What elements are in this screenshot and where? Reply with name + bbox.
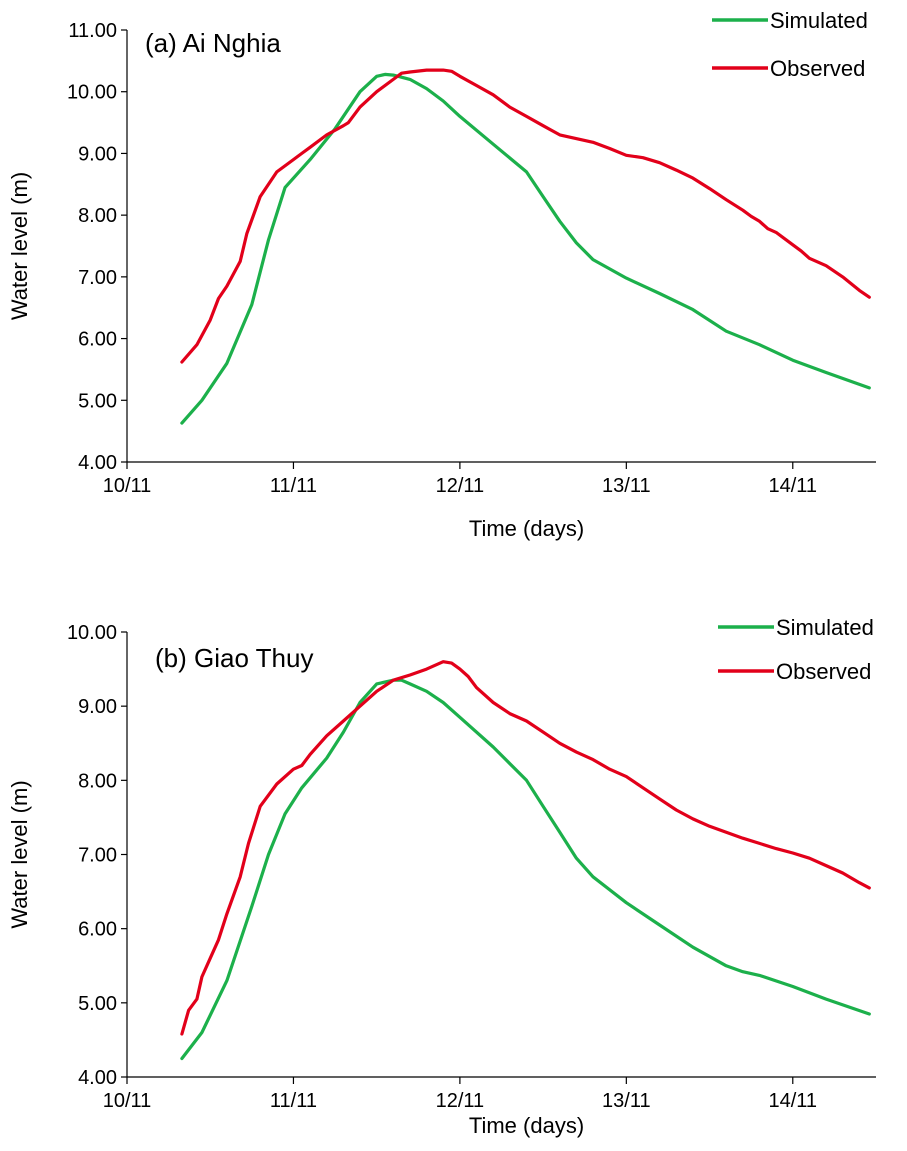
- y-tick-label: 5.00: [78, 993, 117, 1015]
- y-axis-label: Water level (m): [7, 172, 32, 320]
- y-tick-label: 4.00: [78, 1067, 117, 1089]
- x-tick-label: 10/11: [103, 1090, 152, 1112]
- chart-panel-1: 4.00 5.00 6.00 7.00 8.00 9.00 10.00 10/11 11/11 1…: [7, 615, 876, 1138]
- y-tick-label: 7.00: [78, 267, 117, 289]
- y-tick-label: 9.00: [78, 143, 117, 165]
- x-tick-label: 14/11: [768, 475, 817, 497]
- x-tick-label: 11/11: [270, 475, 317, 497]
- chart-title: (a) Ai Nghia: [145, 28, 281, 58]
- y-axis-label: Water level (m): [7, 780, 32, 928]
- x-tick-label: 11/11: [270, 1090, 317, 1112]
- series-line-observed: [180, 660, 871, 1036]
- series-line-observed: [180, 68, 871, 364]
- y-tick-label: 6.00: [78, 919, 117, 941]
- y-tick-label: 9.00: [78, 696, 117, 718]
- series-line-simulated: [180, 72, 871, 425]
- y-tick-label: 5.00: [78, 390, 117, 412]
- x-tick-label: 13/11: [602, 475, 651, 497]
- y-tick-label: 6.00: [78, 329, 117, 351]
- chart-title: (b) Giao Thuy: [155, 643, 313, 673]
- y-tick-label: 7.00: [78, 845, 117, 867]
- x-tick-label: 12/11: [436, 1090, 485, 1112]
- chart-panel-0: 4.00 5.00 6.00 7.00 8.00 9.00 10.00 11.00 10/11 1…: [7, 8, 876, 541]
- y-tick-label: 8.00: [78, 770, 117, 792]
- y-tick-label: 11.00: [68, 20, 117, 42]
- x-tick-label: 14/11: [768, 1090, 817, 1112]
- x-tick-label: 10/11: [103, 475, 152, 497]
- legend-label-simulated: Simulated: [770, 8, 868, 33]
- series-line-simulated: [180, 678, 871, 1061]
- x-tick-label: 13/11: [602, 1090, 651, 1112]
- x-axis-label: Time (days): [469, 516, 584, 541]
- y-tick-label: 4.00: [78, 452, 117, 474]
- y-tick-label: 10.00: [67, 622, 117, 644]
- legend-label-observed: Observed: [776, 659, 871, 684]
- x-tick-label: 12/11: [436, 475, 485, 497]
- y-tick-label: 8.00: [78, 205, 117, 227]
- legend-label-simulated: Simulated: [776, 615, 874, 640]
- y-tick-label: 10.00: [67, 82, 117, 104]
- x-axis-label: Time (days): [469, 1113, 584, 1138]
- legend-label-observed: Observed: [770, 56, 865, 81]
